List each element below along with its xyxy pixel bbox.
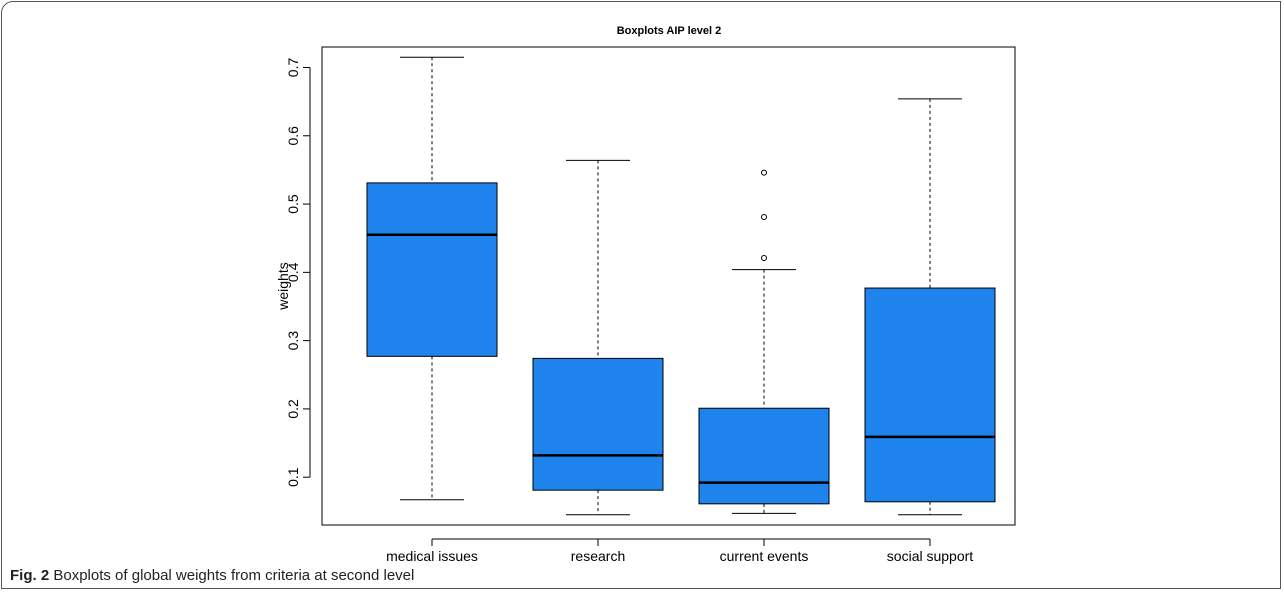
y-tick-label: 0.6 bbox=[285, 126, 301, 146]
y-tick-label: 0.2 bbox=[285, 399, 301, 419]
iqr-box bbox=[366, 182, 498, 357]
chart-title: Boxplots AIP level 2 bbox=[617, 25, 722, 37]
iqr-box bbox=[698, 407, 830, 505]
x-tick-label: research bbox=[571, 548, 625, 564]
x-tick-label: social support bbox=[887, 548, 973, 564]
y-tick-label: 0.5 bbox=[285, 194, 301, 214]
box-group bbox=[698, 169, 830, 514]
y-tick-label: 0.1 bbox=[285, 467, 301, 487]
caption-text: Boxplots of global weights from criteria… bbox=[53, 567, 415, 584]
y-tick-label: 0.7 bbox=[285, 58, 301, 78]
y-axis-label: weights bbox=[275, 262, 291, 310]
plot-area-border bbox=[321, 46, 1016, 526]
boxes bbox=[366, 56, 996, 516]
outlier-point bbox=[761, 214, 767, 221]
iqr-box bbox=[864, 287, 996, 503]
caption-label: Fig. 2 bbox=[10, 567, 50, 584]
box-group bbox=[366, 56, 498, 501]
x-axis-ticks: medical issues research current events soci… bbox=[386, 539, 973, 564]
box-group bbox=[864, 98, 996, 516]
outlier-point bbox=[761, 255, 767, 262]
y-axis-ticks: 0.1 0.2 0.3 0.4 0.5 0.6 0.7 bbox=[285, 58, 310, 487]
y-tick-label: 0.3 bbox=[285, 331, 301, 351]
figure-caption: Fig. 2 Boxplots of global weights from c… bbox=[10, 567, 414, 584]
x-tick-label: medical issues bbox=[386, 548, 478, 564]
outlier-point bbox=[761, 169, 767, 176]
box-group bbox=[532, 159, 664, 516]
y-tick-label: 0.4 bbox=[285, 262, 301, 282]
x-tick-label: current events bbox=[720, 548, 809, 564]
iqr-box bbox=[532, 357, 664, 491]
